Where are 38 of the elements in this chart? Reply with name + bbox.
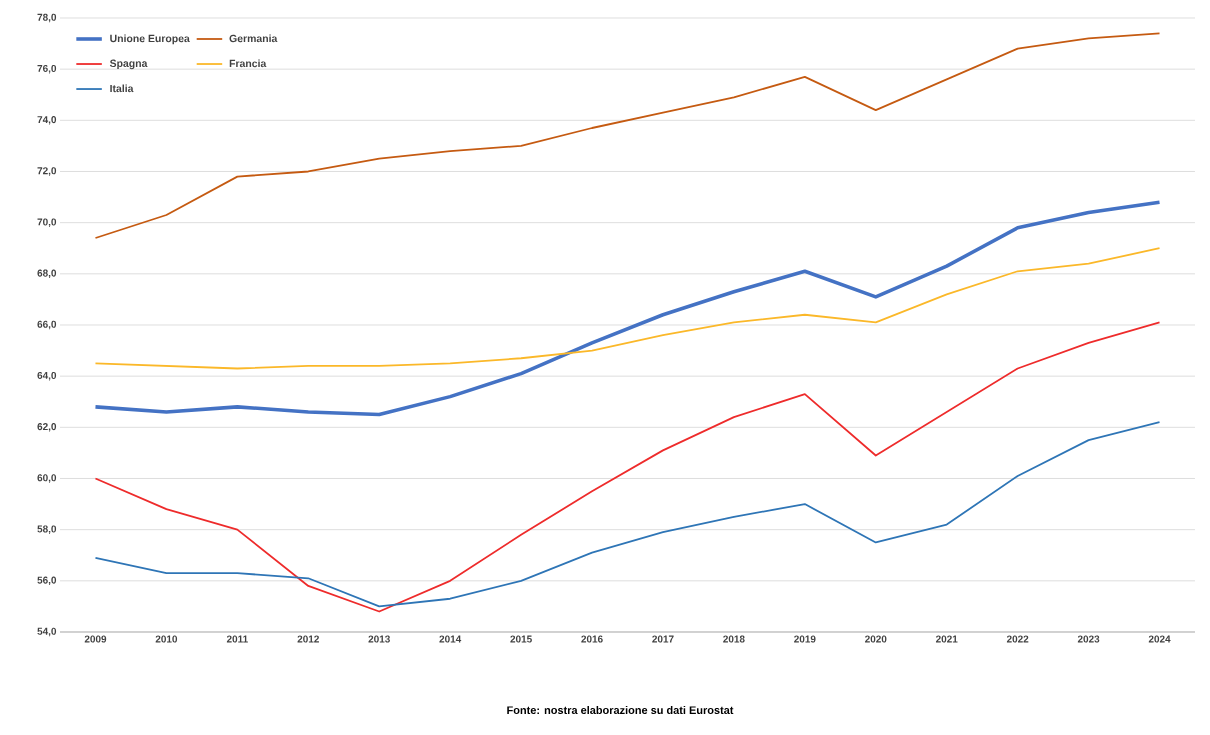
- x-tick-label: 2021: [935, 635, 958, 643]
- x-tick-label: 2020: [865, 635, 887, 643]
- legend-label: Unione Europea: [110, 34, 190, 45]
- y-tick-label: 78,0: [37, 13, 57, 23]
- y-tick-label: 76,0: [37, 64, 57, 74]
- legend-label: Spagna: [109, 59, 148, 70]
- y-tick-label: 60,0: [37, 474, 57, 483]
- legend-label: Italia: [110, 84, 134, 93]
- y-tick-label: 56,0: [37, 576, 57, 586]
- x-tick-label: 2018: [723, 635, 745, 643]
- x-tick-label: 2017: [652, 635, 674, 643]
- x-tick-label: 2022: [1006, 635, 1029, 643]
- y-tick-label: 54,0: [37, 627, 57, 637]
- y-tick-label: 58,0: [37, 525, 57, 534]
- legend-label: Germania: [229, 34, 278, 43]
- x-tick-label: 2015: [510, 635, 532, 643]
- line-series: [94, 32, 1161, 239]
- line-series: [93, 200, 1162, 417]
- x-tick-label: 2011: [226, 635, 248, 643]
- x-tick-label: 2019: [794, 635, 816, 643]
- source-note: Fonte: nostra elaborazione su dati Eurostat: [507, 705, 734, 715]
- y-tick-label: 66,0: [37, 320, 57, 330]
- x-tick-label: 2024: [1148, 635, 1171, 643]
- x-tick-label: 2023: [1077, 635, 1100, 643]
- line-series: [94, 421, 1161, 608]
- legend-label: Francia: [229, 59, 267, 68]
- x-tick-label: 2016: [581, 635, 603, 643]
- y-tick-label: 68,0: [37, 269, 57, 279]
- y-tick-label: 74,0: [37, 116, 57, 125]
- x-tick-label: 2013: [368, 635, 390, 643]
- x-tick-label: 2014: [439, 635, 462, 643]
- x-tick-label: 2010: [155, 635, 178, 643]
- y-tick-label: 70,0: [37, 218, 57, 227]
- y-tick-label: 62,0: [37, 423, 57, 432]
- y-tick-label: 64,0: [37, 371, 57, 381]
- y-tick-label: 72,0: [37, 167, 57, 176]
- x-tick-label: 2009: [84, 635, 107, 643]
- x-tick-label: 2012: [297, 635, 319, 643]
